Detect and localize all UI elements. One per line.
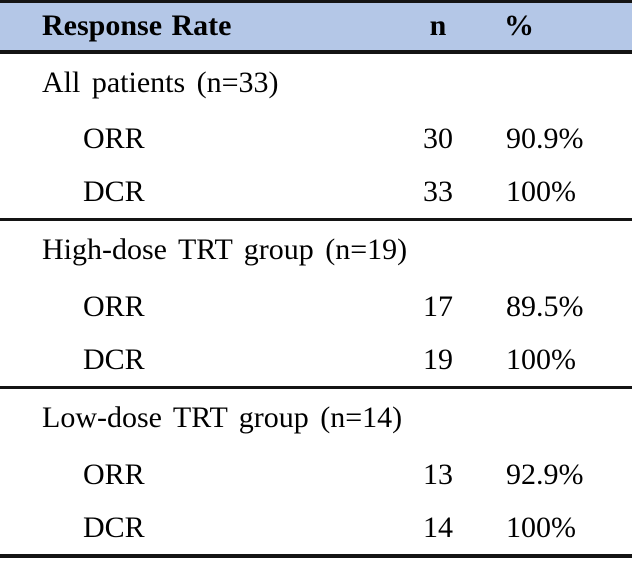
table-header-row: Response Rate n % <box>0 1 632 54</box>
row-n-value: 33 <box>396 165 480 221</box>
table-row-orr: ORR 30 90.9% <box>0 112 632 166</box>
row-n-value: 19 <box>396 333 480 389</box>
empty-cell <box>480 388 632 448</box>
column-header-percent: % <box>480 1 632 54</box>
row-pct-value: 90.9% <box>506 121 584 155</box>
row-label: ORR <box>83 121 145 155</box>
column-header-response-rate: Response Rate <box>0 1 396 54</box>
row-pct-value: 89.5% <box>506 289 584 323</box>
response-rate-table: Response Rate n % All patients (n=33) OR… <box>0 0 632 558</box>
row-n-value: 14 <box>396 501 480 558</box>
empty-cell <box>480 52 632 112</box>
row-label: DCR <box>0 501 396 558</box>
empty-cell <box>480 220 632 280</box>
group-label: Low-dose TRT group (n=14) <box>42 401 403 435</box>
row-pct-value: 100% <box>480 501 632 558</box>
table-row-orr: ORR 13 92.9% <box>0 448 632 502</box>
empty-cell <box>396 220 480 280</box>
row-label: DCR <box>0 333 396 389</box>
empty-cell <box>396 388 480 448</box>
group-row-all-patients: All patients (n=33) <box>0 52 632 112</box>
table-row-dcr: DCR 14 100% <box>0 501 632 558</box>
group-row-high-dose: High-dose TRT group (n=19) <box>0 220 632 280</box>
row-pct-value: 92.9% <box>506 457 584 491</box>
row-label: ORR <box>83 457 145 491</box>
row-n-value: 30 <box>423 121 453 155</box>
column-header-n: n <box>396 1 480 54</box>
row-label: ORR <box>83 289 145 323</box>
table-row-orr: ORR 17 89.5% <box>0 280 632 334</box>
row-label: DCR <box>0 165 396 221</box>
row-n-value: 17 <box>423 289 453 323</box>
row-n-value: 13 <box>423 457 453 491</box>
row-pct-value: 100% <box>480 165 632 221</box>
group-label: High-dose TRT group (n=19) <box>42 233 408 267</box>
group-row-low-dose: Low-dose TRT group (n=14) <box>0 388 632 448</box>
group-label: All patients (n=33) <box>42 65 279 99</box>
table-row-dcr: DCR 19 100% <box>0 333 632 389</box>
row-pct-value: 100% <box>480 333 632 389</box>
table-row-dcr: DCR 33 100% <box>0 165 632 221</box>
empty-cell <box>396 52 480 112</box>
